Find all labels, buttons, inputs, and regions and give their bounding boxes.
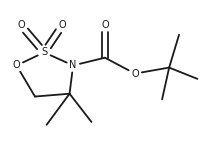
Text: S: S <box>41 47 47 57</box>
Text: O: O <box>13 60 20 70</box>
Text: O: O <box>17 20 25 30</box>
Text: N: N <box>69 60 77 70</box>
Text: O: O <box>131 69 139 79</box>
Text: O: O <box>59 20 66 30</box>
Text: O: O <box>101 20 109 30</box>
